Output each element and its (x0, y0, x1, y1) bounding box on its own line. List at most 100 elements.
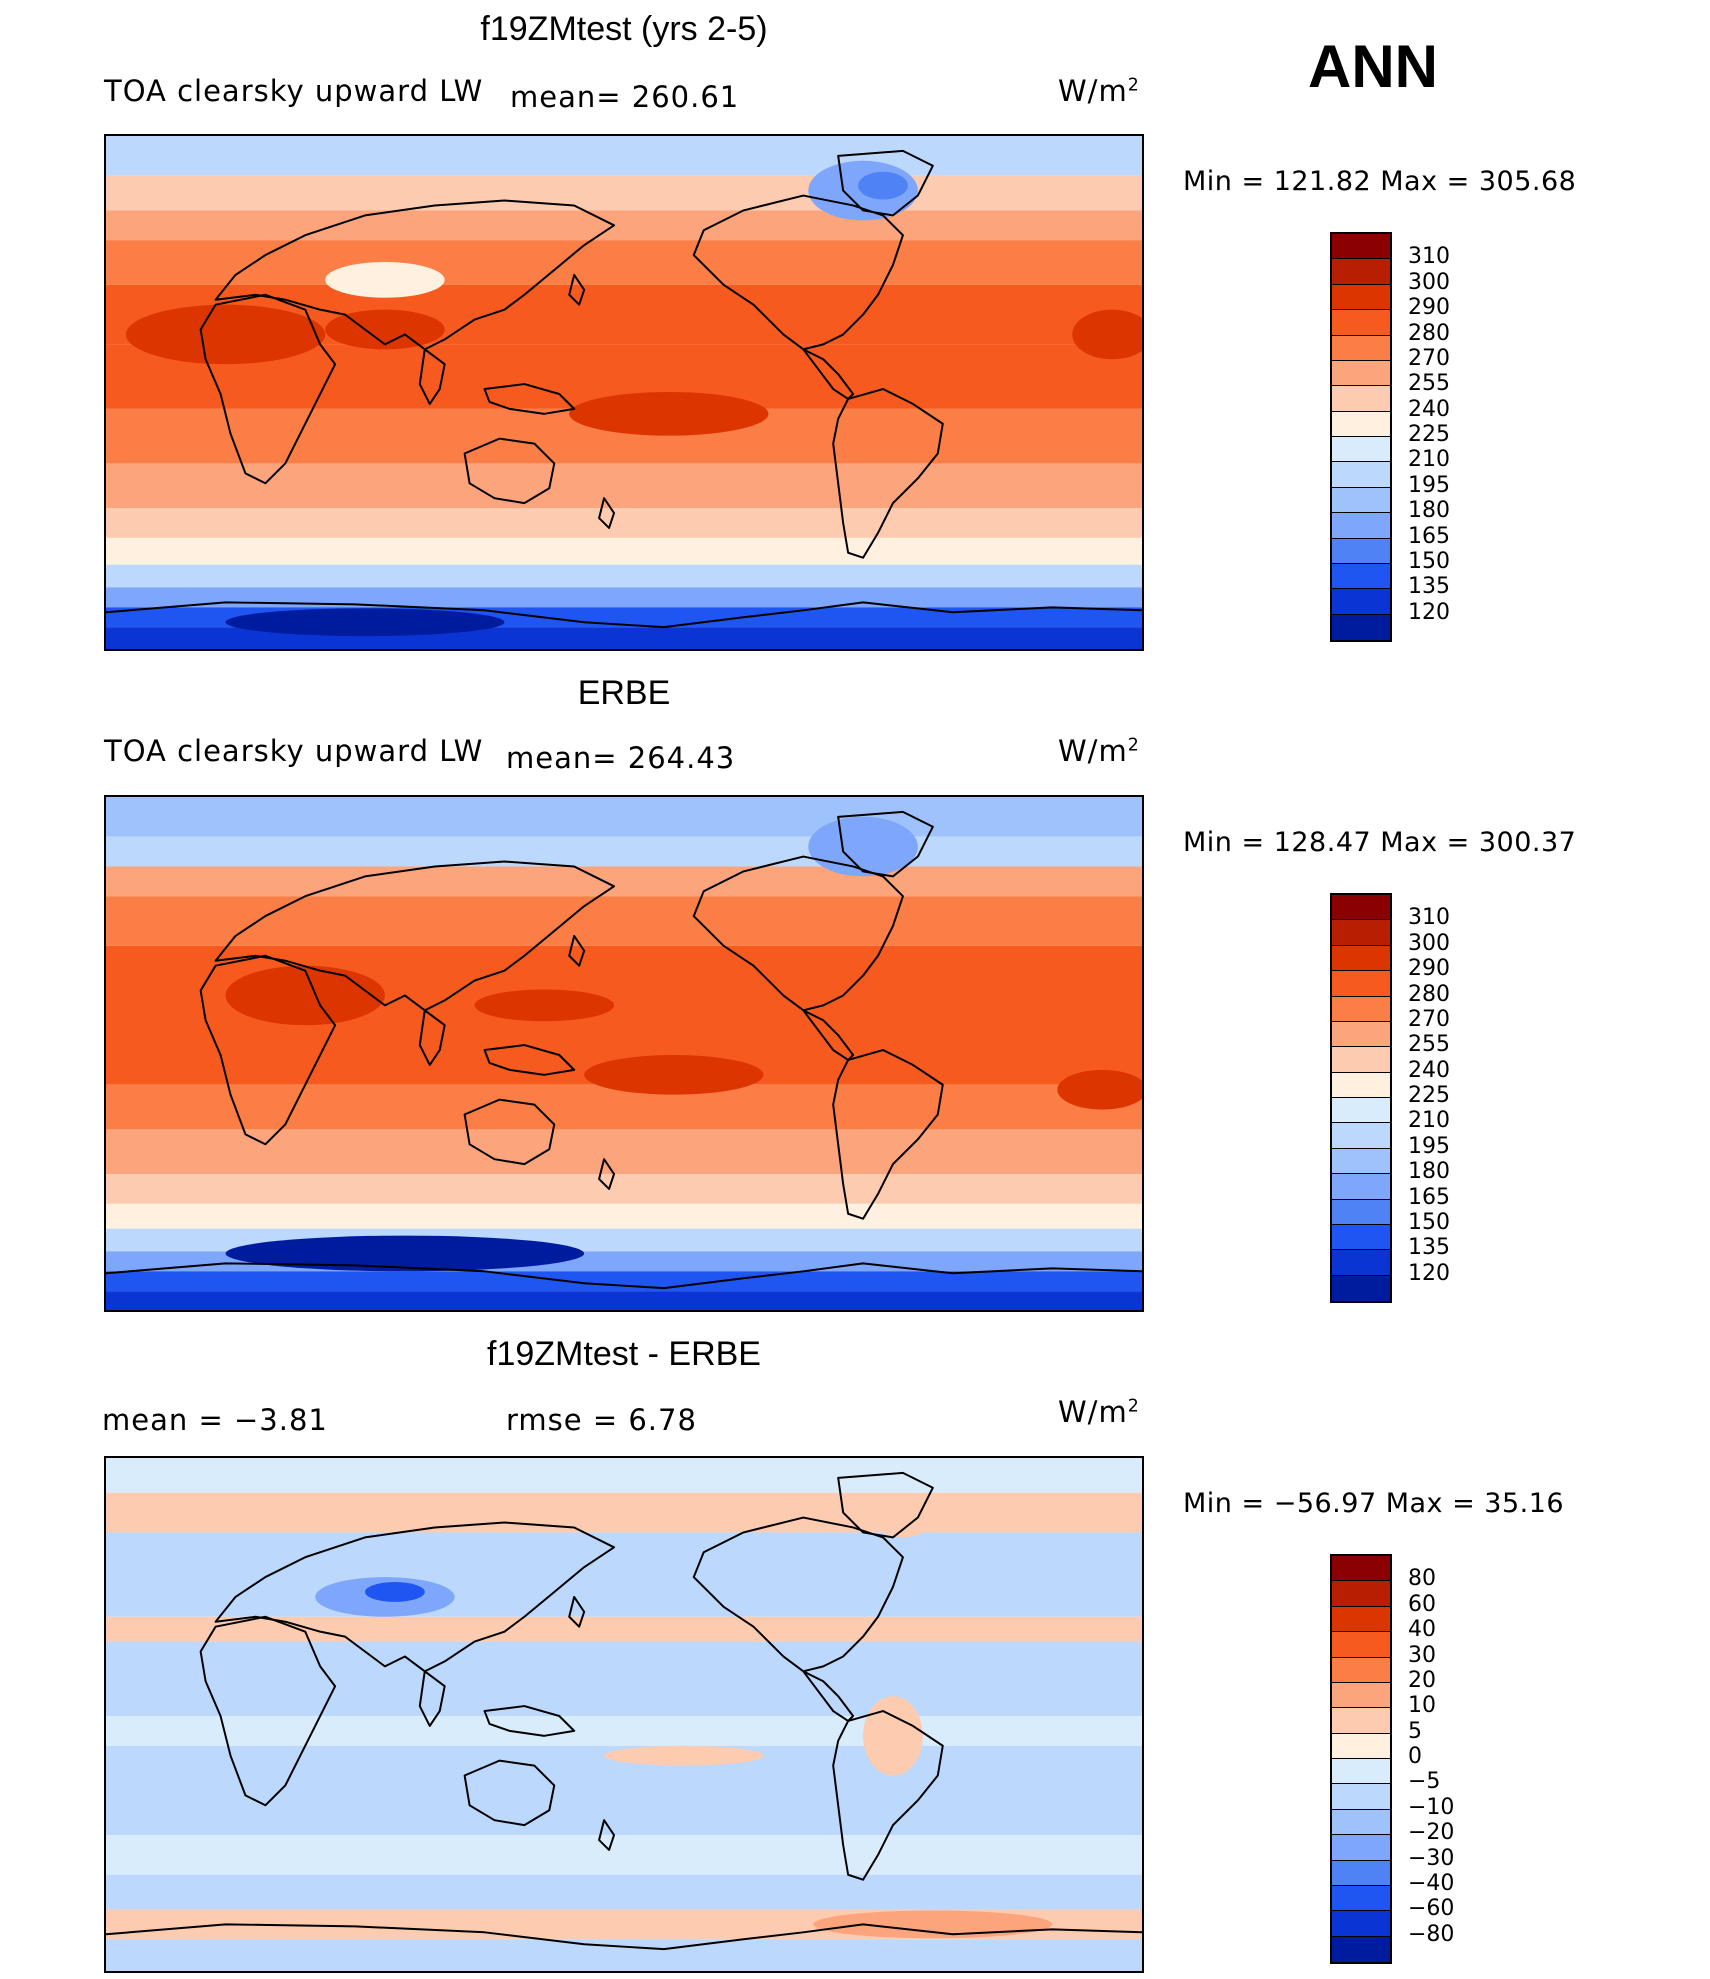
atlantic-warm-feature (1072, 309, 1142, 360)
panel-1-colorbar (1330, 232, 1392, 642)
antarctic-cold-feature (225, 1235, 585, 1272)
colorbar-label: 270 (1408, 345, 1450, 371)
colorbar-swatch (1332, 945, 1390, 972)
colorbar-swatch (1332, 1835, 1390, 1861)
coastline (463, 437, 556, 505)
panel-3-mean-label: mean = −3.81 (102, 1403, 328, 1437)
coastline (483, 383, 576, 415)
panel-2-mean-label: mean= 264.43 (506, 741, 736, 775)
colorbar-swatch (1332, 1047, 1390, 1073)
sahara-feature (225, 965, 385, 1026)
colorbar-swatch (1332, 1021, 1390, 1048)
colorbar-label: 195 (1408, 1133, 1450, 1159)
colorbar-swatch (1332, 1911, 1390, 1937)
colorbar-label: 80 (1408, 1566, 1436, 1592)
colorbar-swatch (1332, 513, 1390, 539)
colorbar-label: 290 (1408, 295, 1450, 321)
panel-2-contour-map (106, 797, 1142, 1310)
colorbar-label: 0 (1408, 1744, 1422, 1769)
colorbar-swatch (1332, 1885, 1390, 1912)
colorbar-label: 240 (1408, 396, 1450, 422)
colorbar-label: 255 (1408, 1032, 1450, 1058)
antarctic-pos-feature (813, 1910, 1053, 1939)
colorbar-label: 255 (1408, 371, 1450, 397)
coastline (199, 1615, 337, 1807)
panel-1-contour-map (106, 136, 1142, 649)
contour-band (106, 1174, 1142, 1204)
colorbar-swatch (1332, 1860, 1390, 1886)
colorbar-swatch (1332, 1682, 1390, 1709)
colorbar-label: 180 (1408, 498, 1450, 524)
colorbar-swatch (1332, 1733, 1390, 1759)
coastline (692, 855, 904, 1012)
coastline (802, 348, 855, 400)
contour-band (106, 1203, 1142, 1229)
tibet-core (365, 1582, 425, 1602)
panel-3-colorbar (1330, 1554, 1392, 1964)
colorbar-swatch (1332, 895, 1390, 921)
coastline (106, 1923, 1142, 1951)
colorbar-label: 270 (1408, 1006, 1450, 1032)
coastline (418, 1670, 446, 1727)
contour-band (106, 836, 1142, 867)
colorbar-label: 310 (1408, 905, 1450, 931)
contour-band (106, 1641, 1142, 1716)
colorbar-swatch (1332, 386, 1390, 412)
colorbar-label: −60 (1408, 1896, 1455, 1922)
panel-3-coastlines (106, 1471, 1142, 1951)
colorbar-label: −5 (1408, 1769, 1441, 1795)
colorbar-label: 135 (1408, 1235, 1450, 1261)
atlantic-warm-feature (1057, 1069, 1142, 1110)
colorbar-label: 180 (1408, 1159, 1450, 1185)
coastline (692, 1516, 904, 1673)
colorbar-swatch (1332, 563, 1390, 590)
panel-1-coastlines (106, 149, 1142, 629)
coastline (199, 954, 337, 1146)
colorbar-label: −80 (1408, 1921, 1455, 1947)
coastline (692, 194, 904, 351)
colorbar-swatch (1332, 1174, 1390, 1200)
colorbar-swatch (1332, 284, 1390, 311)
colorbar-label: 210 (1408, 447, 1450, 473)
coastline (214, 199, 616, 351)
colorbar-swatch (1332, 310, 1390, 336)
colorbar-label: 240 (1408, 1057, 1450, 1083)
panel-1-title: f19ZMtest (yrs 2-5) (480, 10, 768, 48)
coastline (483, 1705, 576, 1737)
pacific-warm-feature (584, 1054, 764, 1095)
antarctic-cold-feature (225, 608, 505, 637)
coastline (568, 934, 586, 967)
coastline (483, 1044, 576, 1076)
coastline (199, 293, 337, 485)
colorbar-label: −30 (1408, 1845, 1455, 1871)
colorbar-swatch (1332, 360, 1390, 387)
tibet-feature (325, 262, 445, 298)
colorbar-label: 300 (1408, 930, 1450, 956)
colorbar-swatch (1332, 920, 1390, 946)
contour-band (106, 896, 1142, 946)
colorbar-label: 165 (1408, 1184, 1450, 1210)
coastline (214, 1521, 616, 1673)
colorbar-swatch (1332, 1632, 1390, 1658)
colorbar-swatch (1332, 1275, 1390, 1301)
colorbar-label: 195 (1408, 472, 1450, 498)
panel-3-contour-map (106, 1458, 1142, 1971)
contour-band (106, 1715, 1142, 1746)
coastline (463, 1098, 556, 1166)
coastline (837, 1471, 934, 1539)
colorbar-swatch (1332, 1224, 1390, 1251)
coastline (832, 1710, 944, 1881)
pacific-warm-feature (569, 392, 769, 436)
contour-band (106, 564, 1142, 588)
colorbar-swatch (1332, 1072, 1390, 1098)
contour-band (106, 1874, 1142, 1910)
colorbar-swatch (1332, 411, 1390, 437)
coastline (832, 388, 944, 559)
contour-band (106, 1835, 1142, 1875)
colorbar-label: 30 (1408, 1642, 1436, 1668)
contour-band (106, 1271, 1142, 1292)
arabia-feature (325, 309, 445, 350)
colorbar-label: −20 (1408, 1820, 1455, 1846)
coastline (802, 1670, 855, 1722)
colorbar-swatch (1332, 1581, 1390, 1607)
